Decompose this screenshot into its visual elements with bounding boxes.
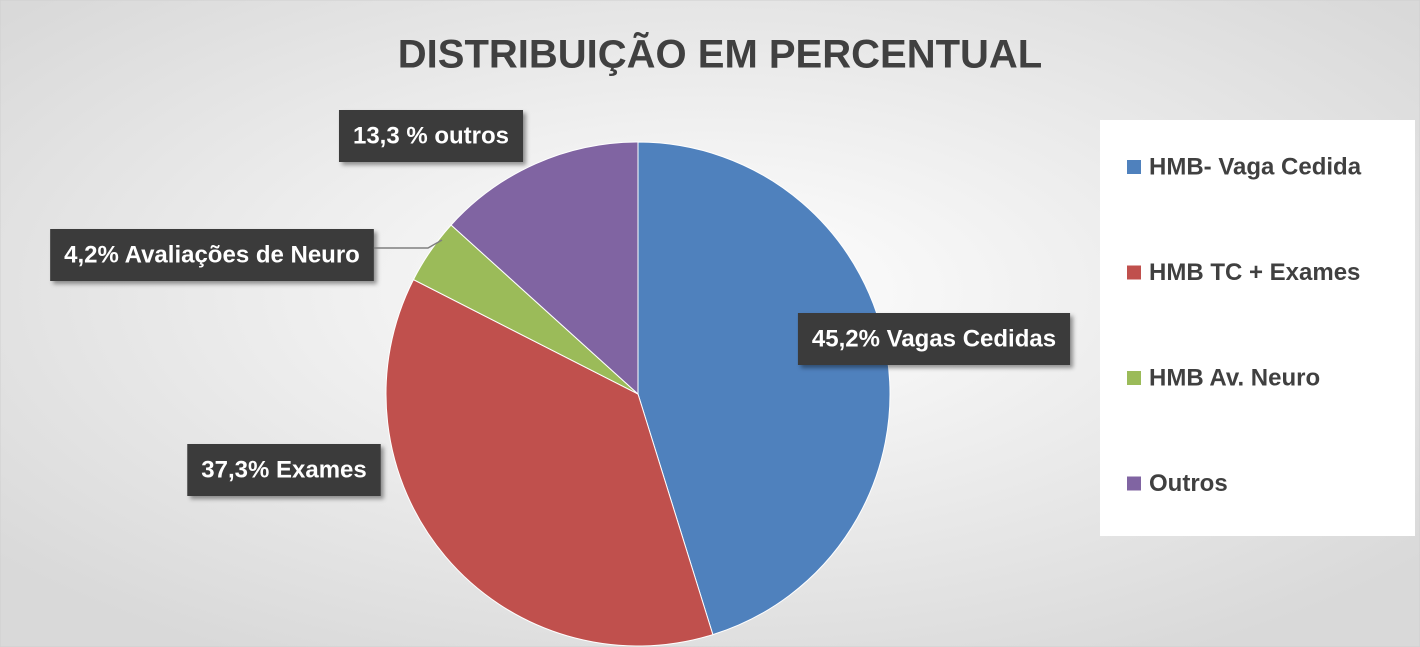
data-label-group: 45,2% Vagas Cedidas	[797, 313, 1071, 365]
data-label: 13,3 % outros	[353, 122, 509, 149]
data-label: 37,3% Exames	[201, 456, 366, 483]
chart-title: DISTRIBUIÇÃO EM PERCENTUAL	[398, 31, 1042, 77]
data-labels: 45,2% Vagas Cedidas 37,3% Exames 4,2% Aval…	[50, 110, 1071, 496]
leader-line	[373, 239, 443, 249]
legend-swatch	[1127, 476, 1141, 491]
data-label: 4,2% Avaliações de Neuro	[64, 241, 360, 268]
legend-label: HMB Av. Neuro	[1149, 364, 1320, 391]
legend-swatch	[1127, 160, 1141, 174]
legend-label: Outros	[1149, 470, 1228, 497]
pie-slice	[450, 141, 639, 396]
legend-label: HMB TC + Exames	[1149, 259, 1360, 286]
pie-slice	[385, 278, 714, 647]
data-label: 45,2% Vagas Cedidas	[812, 325, 1056, 352]
legend: HMB- Vaga Cedida HMB TC + Exames HMB Av. N…	[1127, 153, 1362, 497]
data-label-group: 4,2% Avaliações de Neuro	[50, 229, 374, 281]
data-label-box	[338, 110, 524, 162]
pie	[385, 141, 891, 647]
legend-swatch	[1127, 265, 1141, 280]
data-label-group: 13,3 % outros	[338, 110, 524, 162]
data-label-group: 37,3% Exames	[187, 444, 381, 496]
data-label-box	[797, 313, 1071, 365]
data-label-box	[187, 444, 381, 496]
data-label-box	[50, 229, 374, 281]
legend-box	[1100, 120, 1415, 536]
legend-label: HMB- Vaga Cedida	[1149, 153, 1362, 180]
legend-swatch	[1127, 371, 1141, 385]
